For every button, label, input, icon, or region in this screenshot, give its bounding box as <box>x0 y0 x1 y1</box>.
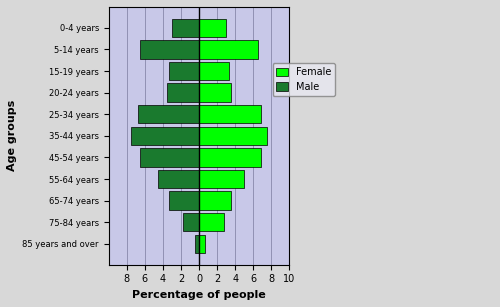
Bar <box>199 235 205 253</box>
Bar <box>199 213 224 231</box>
Bar <box>140 40 199 59</box>
Bar <box>199 127 267 145</box>
Bar <box>199 84 230 102</box>
Bar <box>138 105 199 123</box>
Bar <box>199 170 244 188</box>
Bar <box>199 19 226 37</box>
Bar <box>199 40 258 59</box>
Bar <box>199 105 260 123</box>
Bar <box>172 19 199 37</box>
Bar <box>199 192 230 210</box>
Y-axis label: Age groups: Age groups <box>7 100 17 172</box>
Bar <box>140 148 199 167</box>
Bar <box>199 62 229 80</box>
X-axis label: Percentage of people: Percentage of people <box>132 290 266 300</box>
Bar <box>170 192 199 210</box>
Bar <box>158 170 199 188</box>
Bar <box>194 235 199 253</box>
Bar <box>132 127 199 145</box>
Bar <box>183 213 199 231</box>
Bar <box>168 84 199 102</box>
Bar <box>199 148 260 167</box>
Legend: Female, Male: Female, Male <box>272 63 335 96</box>
Bar <box>170 62 199 80</box>
